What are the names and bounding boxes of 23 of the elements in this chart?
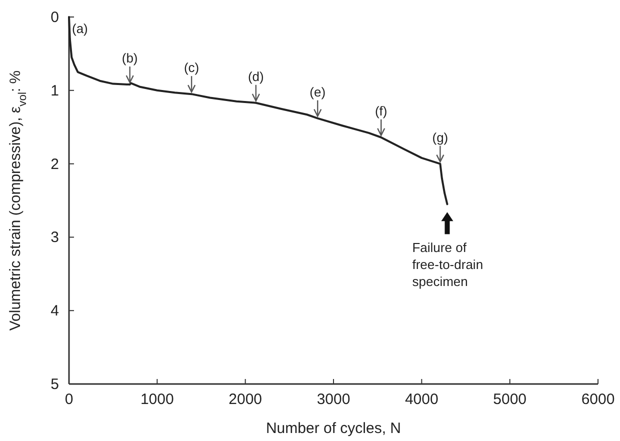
annotation: (f) [374,103,388,118]
annotation: (d) [248,68,264,84]
annotation: (a) [72,21,88,36]
x-tick-label: 1000 [140,391,174,408]
y-tick-label: 3 [50,229,59,246]
annotation: (b) [122,50,138,66]
x-tick-label: 6000 [581,391,615,408]
annotation: (c) [184,60,200,76]
x-tick-label: 4000 [404,391,438,408]
annotation: (g) [432,130,448,145]
y-tick-label: 5 [50,376,59,393]
line-series [68,16,448,206]
x-axis-title: Number of cycles, N [266,420,402,437]
x-tick-label: 2000 [228,391,262,408]
x-tick-label: 5000 [493,391,527,408]
y-tick-label: 0 [50,9,59,26]
x-tick-label: 0 [64,391,74,408]
y-tick-label: 4 [50,302,59,320]
y-tick-label: 2 [50,156,59,173]
annotation: Failure of free-to-drain specimen [412,240,484,290]
annotation: (e) [310,84,326,100]
x-tick-label: 3000 [316,391,350,408]
y-tick-label: 1 [50,82,59,100]
